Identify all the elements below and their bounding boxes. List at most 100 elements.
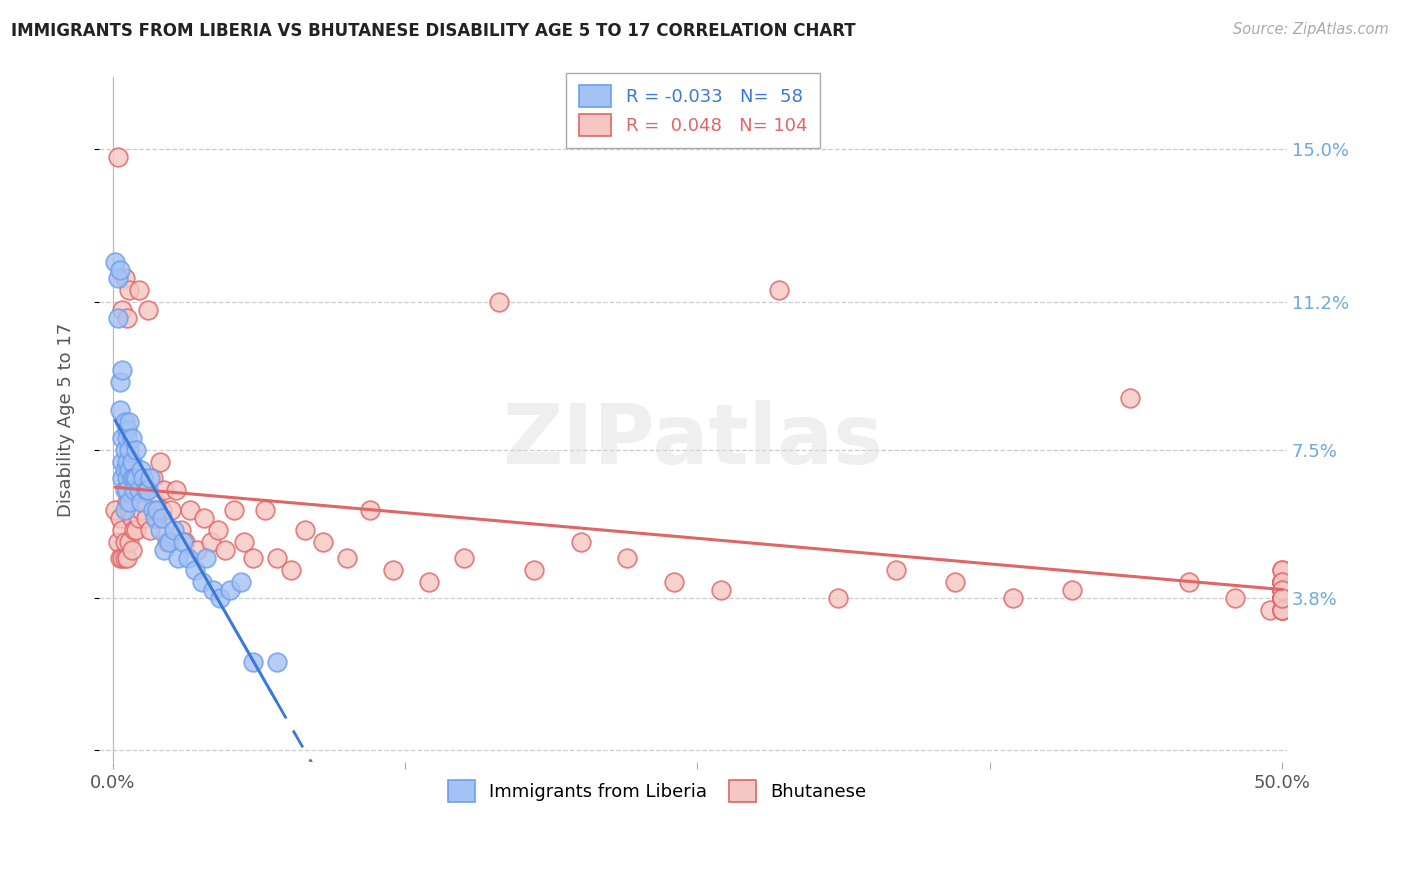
Point — [165, 483, 187, 497]
Point — [118, 442, 141, 457]
Point — [111, 431, 134, 445]
Point — [176, 550, 198, 565]
Point — [156, 534, 179, 549]
Point — [129, 502, 152, 516]
Point — [1271, 574, 1294, 589]
Point — [121, 470, 143, 484]
Point — [209, 591, 232, 605]
Point — [115, 470, 138, 484]
Point — [1271, 574, 1294, 589]
Point — [122, 483, 145, 497]
Point — [104, 254, 127, 268]
Point — [104, 502, 127, 516]
Point — [280, 563, 302, 577]
Point — [193, 510, 215, 524]
Point — [172, 534, 194, 549]
Point — [1271, 603, 1294, 617]
Point — [884, 563, 907, 577]
Point — [139, 523, 162, 537]
Point — [943, 574, 966, 589]
Point — [132, 470, 155, 484]
Y-axis label: Disability Age 5 to 17: Disability Age 5 to 17 — [58, 323, 75, 516]
Point — [111, 470, 134, 484]
Point — [143, 494, 166, 508]
Point — [1271, 591, 1294, 605]
Point — [1271, 574, 1294, 589]
Point — [253, 502, 276, 516]
Point — [1271, 603, 1294, 617]
Point — [336, 550, 359, 565]
Point — [115, 310, 138, 325]
Point — [312, 534, 335, 549]
Point — [266, 655, 288, 669]
Point — [1177, 574, 1199, 589]
Point — [488, 294, 510, 309]
Point — [167, 550, 190, 565]
Point — [160, 502, 183, 516]
Point — [121, 542, 143, 557]
Point — [121, 455, 143, 469]
Point — [1271, 591, 1294, 605]
Point — [108, 262, 131, 277]
Point — [135, 510, 157, 524]
Point — [111, 302, 134, 317]
Point — [1271, 591, 1294, 605]
Point — [1271, 582, 1294, 597]
Point — [162, 523, 184, 537]
Point — [125, 483, 148, 497]
Point — [710, 582, 733, 597]
Point — [146, 502, 169, 516]
Point — [1271, 574, 1294, 589]
Point — [114, 483, 136, 497]
Point — [118, 462, 141, 476]
Point — [114, 550, 136, 565]
Point — [111, 550, 134, 565]
Point — [108, 375, 131, 389]
Point — [125, 470, 148, 484]
Point — [150, 502, 173, 516]
Point — [202, 582, 225, 597]
Point — [1271, 574, 1294, 589]
Point — [1271, 591, 1294, 605]
Point — [1271, 582, 1294, 597]
Point — [1271, 582, 1294, 597]
Point — [115, 423, 138, 437]
Point — [453, 550, 475, 565]
Point — [139, 470, 162, 484]
Text: ZIPatlas: ZIPatlas — [502, 400, 883, 481]
Point — [111, 455, 134, 469]
Point — [1119, 391, 1142, 405]
Point — [122, 523, 145, 537]
Text: Source: ZipAtlas.com: Source: ZipAtlas.com — [1233, 22, 1389, 37]
Point — [1271, 591, 1294, 605]
Point — [1271, 582, 1294, 597]
Point — [118, 415, 141, 429]
Point — [118, 283, 141, 297]
Text: IMMIGRANTS FROM LIBERIA VS BHUTANESE DISABILITY AGE 5 TO 17 CORRELATION CHART: IMMIGRANTS FROM LIBERIA VS BHUTANESE DIS… — [11, 22, 856, 40]
Point — [114, 502, 136, 516]
Point — [122, 470, 145, 484]
Point — [142, 470, 165, 484]
Point — [1271, 563, 1294, 577]
Point — [232, 534, 254, 549]
Point — [1060, 582, 1083, 597]
Point — [214, 542, 236, 557]
Point — [115, 483, 138, 497]
Point — [132, 470, 155, 484]
Point — [108, 550, 131, 565]
Point — [207, 523, 229, 537]
Point — [1271, 574, 1294, 589]
Point — [121, 510, 143, 524]
Point — [153, 483, 176, 497]
Point — [242, 550, 264, 565]
Point — [118, 534, 141, 549]
Point — [1271, 591, 1294, 605]
Point — [1271, 582, 1294, 597]
Point — [125, 523, 148, 537]
Point — [1271, 574, 1294, 589]
Point — [1002, 591, 1025, 605]
Point — [1260, 603, 1282, 617]
Point — [827, 591, 849, 605]
Point — [114, 415, 136, 429]
Point — [129, 494, 152, 508]
